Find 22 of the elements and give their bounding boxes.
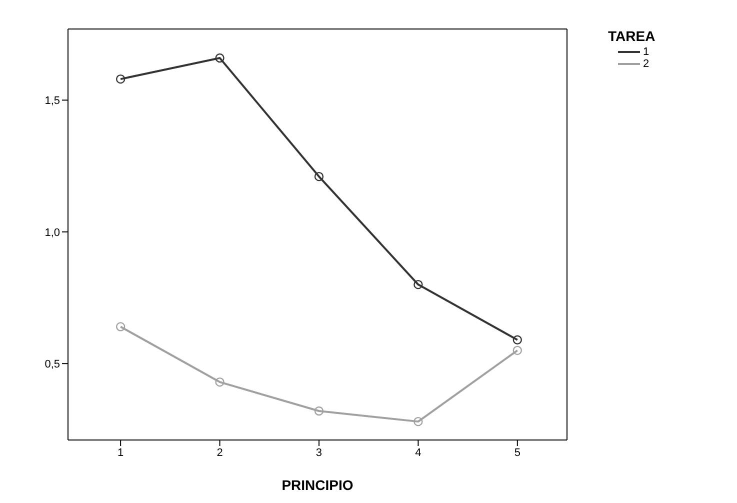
x-tick-label: 3 bbox=[316, 446, 322, 459]
x-tick-label: 5 bbox=[514, 446, 520, 459]
legend-label: 1 bbox=[643, 46, 650, 58]
point bbox=[512, 346, 522, 356]
point bbox=[414, 416, 423, 426]
y-tick-label: 1,5 bbox=[44, 95, 60, 108]
point bbox=[512, 335, 522, 344]
point bbox=[314, 172, 324, 182]
x-tick-label: 4 bbox=[415, 446, 422, 459]
x-axis-title: PRINCIPIO bbox=[282, 477, 354, 493]
legend-label: 2 bbox=[643, 58, 650, 70]
point bbox=[116, 74, 126, 84]
point bbox=[314, 406, 324, 416]
point bbox=[414, 280, 423, 290]
x-tick-label: 2 bbox=[216, 446, 223, 459]
y-tick-label: 0,5 bbox=[44, 358, 60, 370]
point bbox=[215, 377, 224, 387]
point bbox=[116, 322, 126, 332]
legend-title: TAREA bbox=[608, 28, 656, 44]
x-tick-label: 1 bbox=[118, 446, 124, 459]
point bbox=[215, 53, 224, 63]
y-tick-label: 1,0 bbox=[44, 226, 60, 239]
